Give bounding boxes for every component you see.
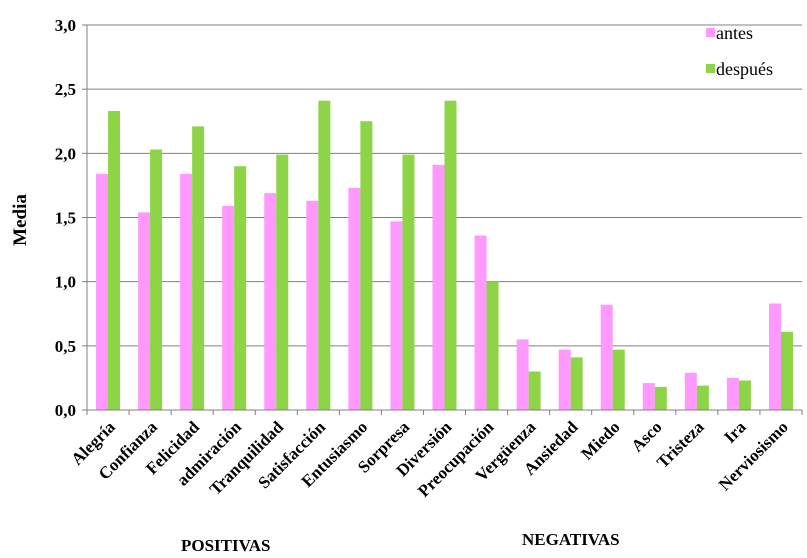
bar-después-13 [654, 386, 667, 410]
legend: antes después [706, 23, 773, 79]
bar-después-3 [234, 166, 247, 410]
bar-después-10 [528, 371, 541, 410]
x-category-label: Tristeza [653, 417, 708, 472]
bar-después-16 [780, 331, 793, 410]
bar-después-6 [360, 121, 373, 410]
bar-después-7 [402, 154, 415, 410]
x-category-label: Ira [720, 417, 750, 447]
bar-después-4 [276, 154, 289, 410]
legend-label-despues: después [716, 59, 773, 79]
bar-antes-2 [180, 173, 193, 410]
y-axis-label: Media [10, 194, 31, 246]
x-category-label: Asco [627, 417, 665, 455]
axes [86, 25, 802, 411]
bar-antes-8 [432, 164, 445, 410]
bar-después-0 [108, 110, 121, 410]
bar-antes-12 [600, 304, 613, 410]
y-tick-label: 1,5 [55, 209, 76, 228]
bar-antes-16 [768, 303, 781, 410]
bar-después-15 [738, 380, 751, 410]
bar-después-9 [486, 281, 499, 410]
bar-antes-9 [474, 235, 487, 410]
group-label-negativas: NEGATIVAS [522, 530, 620, 549]
group-label-positivas: POSITIVAS [181, 536, 270, 555]
bar-antes-5 [306, 200, 319, 410]
bars [96, 100, 793, 410]
y-tick-label: 2,5 [55, 80, 76, 99]
bar-después-1 [150, 149, 163, 410]
bar-después-11 [570, 357, 583, 410]
bar-antes-7 [390, 221, 403, 410]
legend-label-antes: antes [716, 23, 753, 43]
bar-antes-4 [264, 193, 277, 410]
bar-antes-13 [642, 383, 655, 410]
bar-antes-0 [96, 173, 109, 410]
x-category-labels: AlegríaConfianzaFelicidadadmiraciónTranq… [67, 410, 803, 501]
bar-antes-1 [138, 212, 151, 410]
bar-después-14 [696, 385, 709, 410]
y-tick-label: 3,0 [55, 16, 76, 35]
bar-después-2 [192, 126, 205, 410]
bar-antes-15 [726, 377, 739, 410]
bar-antes-10 [516, 339, 529, 410]
legend-swatch-despues [706, 64, 715, 73]
x-category-label: Miedo [577, 417, 623, 463]
bar-antes-11 [558, 349, 571, 410]
legend-swatch-antes [706, 28, 715, 37]
bar-después-12 [612, 349, 625, 410]
bar-después-5 [318, 100, 331, 410]
y-tick-label: 1,0 [55, 273, 76, 292]
bar-antes-3 [222, 205, 235, 410]
y-tick-labels: 0,0 0,5 1,0 1,5 2,0 2,5 3,0 [55, 16, 76, 420]
bar-antes-6 [348, 187, 361, 410]
bar-antes-14 [684, 372, 697, 410]
y-tick-label: 0,0 [55, 401, 76, 420]
y-tick-label: 0,5 [55, 337, 76, 356]
bar-después-8 [444, 100, 457, 410]
y-tick-label: 2,0 [55, 144, 76, 163]
